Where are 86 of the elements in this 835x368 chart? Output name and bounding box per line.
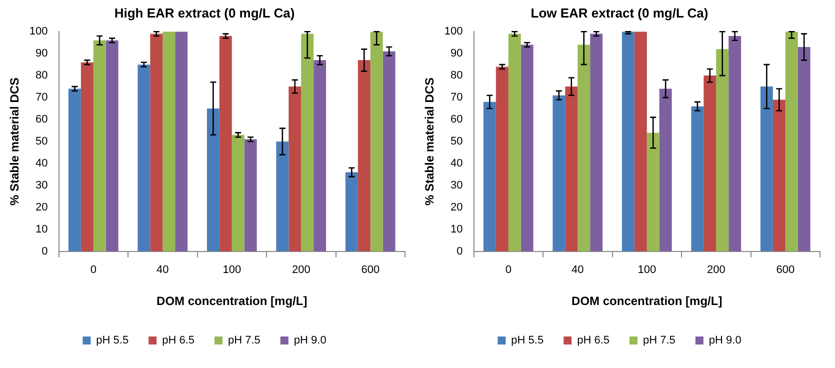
bar: [232, 134, 244, 252]
bar: [162, 32, 176, 252]
x-axis-title: DOM concentration [mg/L]: [156, 294, 308, 308]
bar: [80, 62, 94, 252]
bar: [798, 46, 810, 252]
x-tick-label: 200: [292, 264, 310, 276]
x-tick-label: 0: [505, 264, 512, 276]
bar: [358, 60, 370, 252]
bar: [314, 60, 326, 252]
y-tick-label: 100: [29, 26, 48, 38]
bar: [634, 32, 647, 252]
bar: [276, 142, 289, 252]
legend-label: pH 6.5: [577, 334, 610, 347]
bar: [578, 44, 590, 252]
bar: [206, 108, 220, 252]
y-tick-label: 40: [36, 158, 48, 170]
bar: [520, 44, 534, 252]
y-tick-label: 30: [450, 179, 463, 192]
bar: [508, 34, 521, 252]
bar: [219, 36, 232, 252]
x-tick-label: 40: [572, 264, 584, 276]
bar: [716, 49, 729, 252]
y-tick-label: 80: [36, 70, 48, 82]
bar: [772, 100, 786, 252]
x-axis-title: DOM concentration [mg/L]: [572, 294, 722, 308]
y-tick-label: 10: [450, 223, 463, 236]
bar: [345, 172, 358, 252]
y-tick-label: 60: [450, 114, 463, 126]
bar: [382, 51, 396, 252]
legend-label: pH 5.5: [511, 334, 544, 347]
x-tick-label: 600: [361, 264, 380, 276]
legend-label: pH 7.5: [643, 334, 676, 347]
y-tick-label: 20: [450, 201, 463, 214]
bar: [370, 32, 383, 252]
bar: [93, 40, 106, 252]
y-tick-label: 20: [36, 201, 48, 214]
bar: [760, 86, 773, 252]
bar: [244, 139, 257, 252]
bar: [565, 86, 578, 252]
y-tick-label: 30: [36, 179, 48, 192]
bar: [138, 64, 150, 252]
legend-label: pH 9.0: [708, 334, 742, 347]
y-tick-label: 50: [450, 136, 463, 148]
chart-title: Low EAR extract (0 mg/L Ca): [530, 5, 708, 20]
y-axis-title: % Stable material DCS: [8, 77, 22, 206]
bar: [590, 34, 603, 252]
bar: [646, 132, 660, 252]
bar: [150, 34, 163, 252]
x-tick-label: 100: [638, 264, 656, 276]
y-tick-label: 50: [36, 136, 48, 148]
x-tick-label: 0: [90, 264, 96, 276]
y-tick-label: 70: [36, 92, 48, 104]
y-tick-label: 90: [36, 48, 48, 60]
x-tick-label: 100: [222, 264, 242, 276]
y-tick-label: 0: [456, 245, 463, 258]
bar: [483, 102, 496, 252]
x-tick-label: 600: [776, 264, 795, 276]
bar: [106, 40, 118, 252]
x-tick-label: 40: [156, 264, 169, 276]
y-tick-label: 70: [450, 92, 463, 104]
bar: [659, 88, 672, 252]
bar: [301, 34, 314, 252]
y-tick-label: 0: [42, 245, 48, 258]
bar: [496, 66, 508, 252]
y-tick-label: 100: [444, 26, 463, 38]
y-tick-label: 40: [450, 158, 463, 170]
bar: [175, 32, 188, 252]
bar: [704, 76, 716, 252]
y-axis-title: % Stable material DCS: [422, 77, 437, 206]
bar: [288, 86, 302, 252]
bar: [552, 95, 566, 252]
legend-label: pH 6.5: [162, 334, 195, 347]
bar: [691, 106, 704, 252]
chart-title: High EAR extract (0 mg/L Ca): [114, 5, 295, 20]
bar: [785, 32, 798, 252]
y-tick-label: 10: [36, 223, 48, 236]
bar: [622, 32, 634, 252]
bar: [68, 88, 81, 252]
legend-label: pH 7.5: [228, 334, 260, 347]
x-tick-label: 200: [706, 264, 726, 276]
y-tick-label: 90: [450, 48, 463, 60]
legend-label: pH 9.0: [294, 334, 326, 347]
y-tick-label: 80: [450, 70, 463, 82]
y-tick-label: 60: [36, 114, 48, 126]
legend-label: pH 5.5: [96, 334, 129, 347]
bar: [728, 36, 742, 252]
